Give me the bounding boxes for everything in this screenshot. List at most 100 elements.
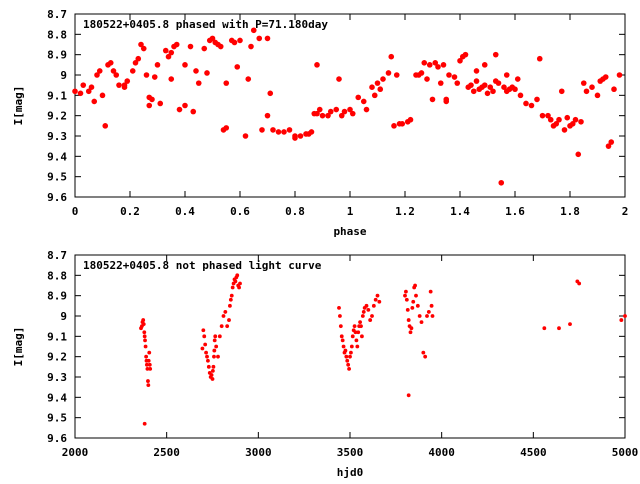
unphased-data-point xyxy=(230,285,235,290)
phased-data-point xyxy=(421,60,428,66)
phased-ytick-label: 8.8 xyxy=(47,28,67,41)
phased-ytick-label: 8.9 xyxy=(47,49,67,62)
phased-data-point xyxy=(492,51,499,58)
phased-data-point xyxy=(85,88,92,95)
phased-data-point xyxy=(583,88,590,95)
unphased-data-point xyxy=(201,328,206,333)
unphased-data-point xyxy=(408,330,413,335)
unphased-data-point xyxy=(421,350,426,355)
phased-data-point xyxy=(371,92,378,99)
unphased-data-point xyxy=(141,318,146,322)
unphased-data-point xyxy=(142,330,147,335)
phased-xtick-label: 0.8 xyxy=(285,205,305,218)
phased-data-point xyxy=(558,88,565,95)
unphased-data-point xyxy=(206,358,210,363)
unphased-data-point xyxy=(361,310,366,314)
unphased-plot-ticks: 2000 2500 3000 3500 4000 4500 5000 8.7 8.8 8.9 9 9.… xyxy=(47,249,638,459)
phased-data-point xyxy=(360,98,367,105)
phased-data-point xyxy=(432,60,439,66)
unphased-data-point xyxy=(404,289,408,294)
phased-data-point xyxy=(512,86,518,93)
unphased-data-point xyxy=(146,379,150,383)
phased-data-point xyxy=(608,139,615,145)
phased-data-point xyxy=(374,80,381,86)
phased-data-point xyxy=(182,62,188,68)
unphased-data-point xyxy=(200,346,205,351)
unphased-data-point xyxy=(417,314,422,318)
phased-plot-panel: 180522+0405.8 phased with P=71.180day ph… xyxy=(12,8,628,238)
unphased-data-point xyxy=(353,330,358,335)
phased-data-point xyxy=(182,102,188,109)
phased-data-point xyxy=(399,121,406,127)
phased-data-point xyxy=(292,135,298,141)
phased-xtick-label: 1.4 xyxy=(450,205,470,218)
unphased-data-point xyxy=(377,299,382,304)
unphased-data-point xyxy=(225,324,230,329)
phased-data-point xyxy=(481,82,488,88)
phased-data-point xyxy=(107,60,114,66)
phased-data-point xyxy=(275,129,282,135)
phased-data-point xyxy=(429,96,436,103)
phased-xtick-label: 0.2 xyxy=(120,205,140,218)
phased-data-point xyxy=(495,80,502,86)
phased-data-point xyxy=(77,90,84,97)
phased-data-point xyxy=(473,68,480,74)
unphased-data-point xyxy=(147,350,152,355)
phased-data-point xyxy=(605,143,612,149)
unphased-xtick-label: 3500 xyxy=(337,446,364,459)
unphased-data-point xyxy=(375,293,380,298)
unphased-data-point xyxy=(349,344,354,349)
unphased-data-point xyxy=(344,354,349,359)
unphased-data-point xyxy=(346,362,351,367)
phased-data-point xyxy=(580,80,587,86)
unphased-data-point xyxy=(227,318,231,322)
phased-data-point xyxy=(173,41,180,48)
phased-data-point xyxy=(80,82,87,88)
phased-data-point xyxy=(528,102,535,109)
phased-data-point xyxy=(534,96,540,103)
unphased-data-point xyxy=(360,314,365,318)
phased-data-point xyxy=(388,53,395,60)
phased-data-point xyxy=(146,102,153,109)
phased-data-point xyxy=(72,88,78,95)
unphased-ytick-label: 8.8 xyxy=(47,269,67,282)
phased-data-point xyxy=(259,127,265,133)
unphased-ytick-label: 9.3 xyxy=(47,371,67,384)
unphased-data-point xyxy=(214,344,219,349)
phased-data-point xyxy=(96,68,103,74)
unphased-data-point xyxy=(217,334,222,339)
unphased-plot-points xyxy=(139,273,627,426)
unphased-data-point xyxy=(415,303,420,308)
phased-data-point xyxy=(435,64,441,70)
unphased-xtick-label: 5000 xyxy=(612,446,639,459)
phased-plot-ylabel: I[mag] xyxy=(12,86,25,126)
unphased-xtick-label: 3000 xyxy=(245,446,272,459)
phased-data-point xyxy=(149,96,155,103)
phased-data-point xyxy=(201,45,208,52)
phased-data-point xyxy=(319,112,326,119)
phased-data-point xyxy=(325,112,331,119)
phased-data-point xyxy=(561,127,568,133)
phased-data-point xyxy=(457,57,463,64)
unphased-data-point xyxy=(430,314,435,318)
phased-data-point xyxy=(193,68,199,74)
unphased-data-point xyxy=(211,364,216,369)
phased-data-point xyxy=(187,43,194,50)
unphased-data-point xyxy=(413,283,417,288)
unphased-data-point xyxy=(347,366,351,371)
phased-data-point xyxy=(594,92,601,99)
phased-data-point xyxy=(553,121,560,127)
phased-data-point xyxy=(451,74,458,80)
phased-data-point xyxy=(209,35,216,42)
phased-plot-ticks: 0 0.2 0.4 0.6 0.8 1 1.2 1.4 1.6 1.8 2 8.7 8.8 8.9 9 9.1… xyxy=(47,8,628,218)
unphased-data-point xyxy=(210,369,215,373)
phased-data-point xyxy=(297,133,304,139)
phased-data-point xyxy=(256,35,263,42)
phased-data-point xyxy=(264,112,271,119)
phased-data-point xyxy=(377,86,384,93)
phased-xtick-label: 0.6 xyxy=(230,205,250,218)
phased-data-point xyxy=(391,123,397,129)
unphased-data-point xyxy=(338,324,343,329)
phased-ytick-label: 9.5 xyxy=(47,171,67,184)
